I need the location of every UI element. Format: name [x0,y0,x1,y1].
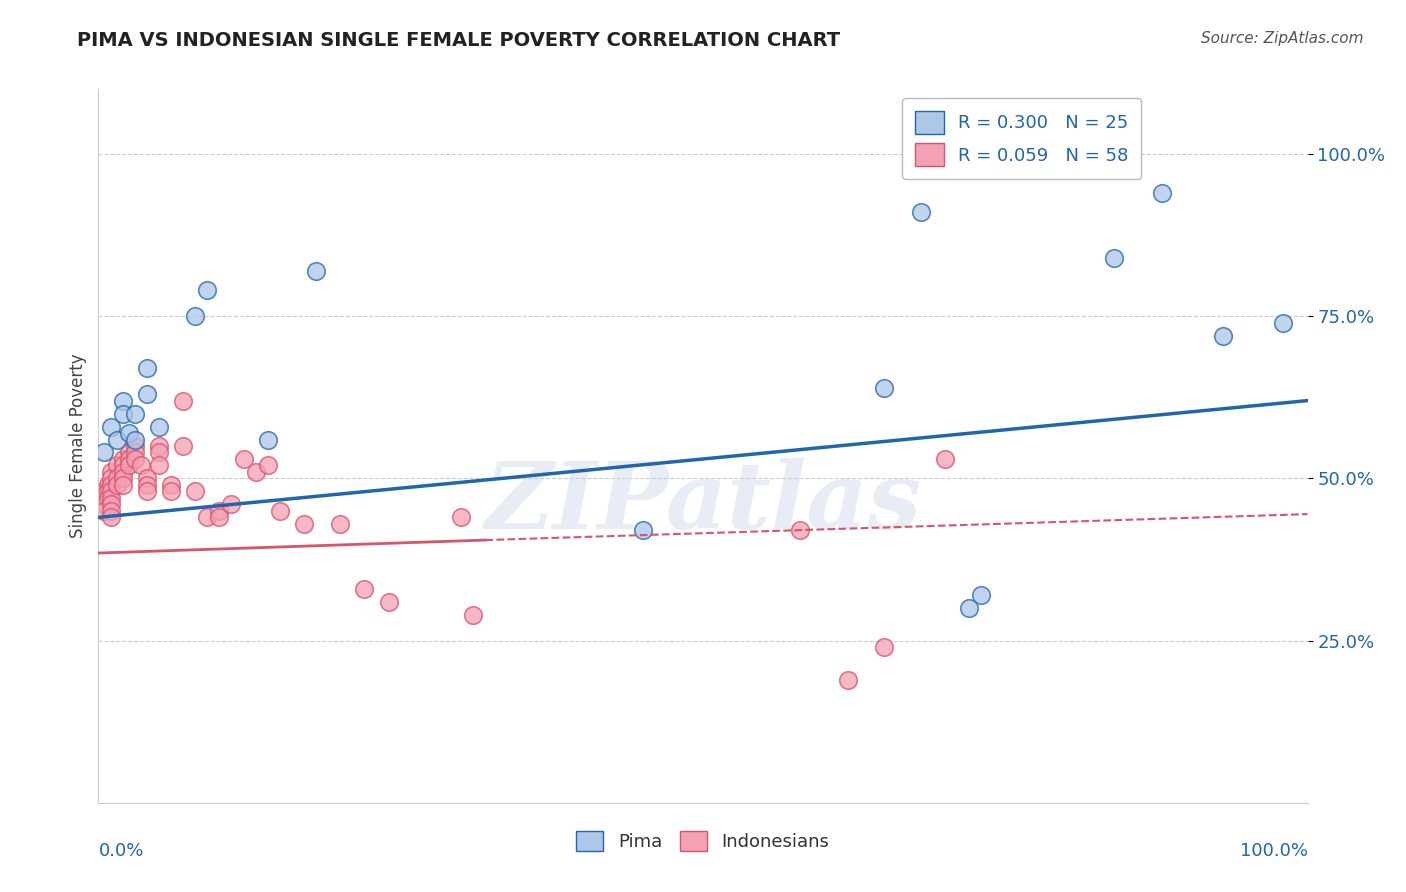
Point [970,588,993,602]
Point [135,361,157,376]
Point [221,497,243,511]
Point [1272,316,1295,330]
Point [160,484,183,499]
Point [100,478,122,492]
Point [100,419,122,434]
Point [135,484,157,499]
Point [377,595,399,609]
Point [100,471,122,485]
Point [100,510,122,524]
Point [118,452,141,467]
Point [195,510,218,524]
Point [124,407,146,421]
Point [934,452,956,467]
Point [292,516,315,531]
Point [93,484,115,499]
Point [256,458,278,473]
Point [124,433,146,447]
Point [148,458,170,473]
Point [957,601,980,615]
Point [105,478,128,492]
Point [135,471,157,485]
Point [208,504,231,518]
Point [111,478,134,492]
Text: Source: ZipAtlas.com: Source: ZipAtlas.com [1201,31,1364,46]
Point [256,433,278,447]
Point [873,381,896,395]
Point [111,452,134,467]
Text: ZIPatlas: ZIPatlas [485,458,921,548]
Point [305,264,328,278]
Point [245,465,267,479]
Point [105,458,128,473]
Point [118,445,141,459]
Text: PIMA VS INDONESIAN SINGLE FEMALE POVERTY CORRELATION CHART: PIMA VS INDONESIAN SINGLE FEMALE POVERTY… [77,31,841,50]
Point [97,478,120,492]
Point [631,524,654,538]
Legend: Pima, Indonesians: Pima, Indonesians [569,823,837,858]
Point [873,640,896,654]
Point [195,283,218,297]
Point [463,607,485,622]
Point [100,497,122,511]
Point [111,465,134,479]
Point [269,504,291,518]
Point [450,510,472,524]
Point [1078,134,1101,148]
Point [129,458,152,473]
Point [111,393,134,408]
Point [184,310,207,324]
Point [111,471,134,485]
Point [105,471,128,485]
Point [329,516,352,531]
Point [93,504,115,518]
Point [184,484,207,499]
Point [97,484,120,499]
Point [124,452,146,467]
Point [910,205,932,219]
Point [100,484,122,499]
Point [105,433,128,447]
Point [118,458,141,473]
Point [93,445,115,459]
Point [160,478,183,492]
Y-axis label: Single Female Poverty: Single Female Poverty [69,354,87,538]
Point [789,524,811,538]
Point [118,425,141,440]
Point [232,452,254,467]
Point [100,504,122,518]
Point [111,407,134,421]
Point [1212,328,1234,343]
Point [124,445,146,459]
Point [97,491,120,505]
Point [148,439,170,453]
Point [93,497,115,511]
Point [1102,251,1125,265]
Point [148,419,170,434]
Text: 0.0%: 0.0% [98,842,143,860]
Point [208,510,231,524]
Point [124,439,146,453]
Point [1152,186,1174,200]
Point [172,393,194,408]
Point [172,439,194,453]
Point [111,458,134,473]
Point [837,673,859,687]
Point [100,465,122,479]
Point [135,387,157,401]
Text: 100.0%: 100.0% [1240,842,1308,860]
Point [353,582,375,596]
Point [148,445,170,459]
Point [135,478,157,492]
Point [100,491,122,505]
